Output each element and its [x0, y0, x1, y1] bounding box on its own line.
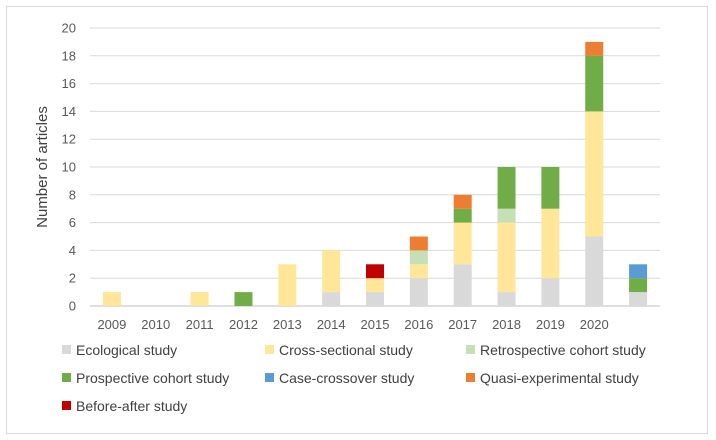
bar-segment: [453, 264, 472, 306]
legend-label: Before-after study: [76, 398, 187, 414]
legend-item: Ecological study: [62, 342, 177, 358]
legend-label: Ecological study: [76, 342, 177, 358]
y-tick-label: 8: [69, 187, 76, 202]
y-tick-label: 4: [69, 243, 76, 258]
legend-item: Case-crossover study: [265, 370, 414, 386]
gridlines: [90, 27, 660, 307]
bar-segment: [322, 250, 341, 293]
bar-segment: [366, 278, 384, 293]
bar-segment: [629, 264, 648, 279]
legend-label: Prospective cohort study: [76, 370, 229, 386]
bar-segment: [366, 264, 384, 279]
bar-segment: [453, 194, 472, 209]
legend-label: Cross-sectional study: [279, 342, 413, 358]
bar-segment: [190, 292, 209, 306]
x-tick-label: 2012: [229, 317, 258, 332]
y-tick-label: 18: [62, 48, 76, 63]
legend-item: Prospective cohort study: [62, 370, 229, 386]
bar-segment: [497, 222, 516, 293]
bar-segment: [102, 292, 121, 306]
bar-segment: [234, 292, 253, 306]
bar-segment: [409, 264, 428, 279]
bar-segment: [541, 278, 560, 306]
y-tick-label: 6: [69, 215, 76, 230]
bar-segment: [585, 55, 604, 112]
bar-segment: [541, 167, 560, 209]
bar-segment: [453, 208, 472, 223]
legend-swatch: [62, 345, 71, 354]
bar-segment: [366, 292, 384, 306]
bar-segment: [278, 264, 297, 306]
legend-label: Case-crossover study: [279, 370, 414, 386]
legend-swatch: [265, 373, 274, 382]
y-tick-label: 14: [62, 104, 76, 119]
x-tick-label: 2017: [448, 317, 477, 332]
x-tick-label: 2018: [492, 317, 521, 332]
x-tick-label: 2014: [317, 317, 346, 332]
x-tick-label: 2010: [141, 317, 170, 332]
bar-segment: [629, 292, 648, 306]
y-axis-title: Number of articles: [34, 106, 51, 228]
y-tick-label: 10: [62, 160, 76, 175]
bars: [102, 41, 648, 306]
bar-segment: [497, 292, 516, 306]
y-axis-ticks: 0 2 4 6 8 10 12 14 16 18 20: [62, 21, 76, 314]
bar-segment: [409, 236, 428, 251]
y-tick-label: 16: [62, 76, 76, 91]
legend-swatch: [62, 373, 71, 382]
bar-segment: [629, 278, 648, 293]
legend-swatch: [466, 345, 475, 354]
legend-swatch: [466, 373, 475, 382]
x-tick-label: 2009: [97, 317, 126, 332]
y-tick-label: 2: [69, 271, 76, 286]
y-tick-label: 12: [62, 132, 76, 147]
bar-segment: [585, 41, 604, 56]
bar-segment: [409, 250, 428, 265]
x-tick-label: 2013: [273, 317, 302, 332]
y-tick-label: 0: [69, 299, 76, 314]
legend-item: Cross-sectional study: [265, 342, 413, 358]
bar-segment: [497, 167, 516, 209]
legend-label: Retrospective cohort study: [480, 342, 646, 358]
legend-label: Quasi-experimental study: [480, 370, 639, 386]
bar-segment: [541, 208, 560, 279]
x-tick-label: 2020: [580, 317, 609, 332]
bar-segment: [585, 111, 604, 237]
legend-swatch: [265, 345, 274, 354]
bar-segment: [497, 208, 516, 223]
x-tick-label: 2019: [536, 317, 565, 332]
legend-item: Retrospective cohort study: [466, 342, 646, 358]
bar-segment: [453, 222, 472, 265]
x-tick-label: 2016: [404, 317, 433, 332]
bar-segment: [409, 278, 428, 306]
y-tick-label: 20: [62, 21, 76, 36]
legend: Ecological study Cross-sectional study Ret…: [62, 342, 646, 414]
bar-segment: [322, 292, 341, 306]
legend-item: Quasi-experimental study: [466, 370, 639, 386]
bar-segment: [585, 236, 604, 306]
legend-item: Before-after study: [62, 398, 187, 414]
legend-swatch: [62, 401, 71, 410]
x-tick-label: 2011: [186, 317, 214, 332]
x-axis-ticks: 2009 2010 2011 2012 2013 2014 2015 2016 2017 2018…: [97, 317, 608, 332]
x-tick-label: 2015: [361, 317, 390, 332]
